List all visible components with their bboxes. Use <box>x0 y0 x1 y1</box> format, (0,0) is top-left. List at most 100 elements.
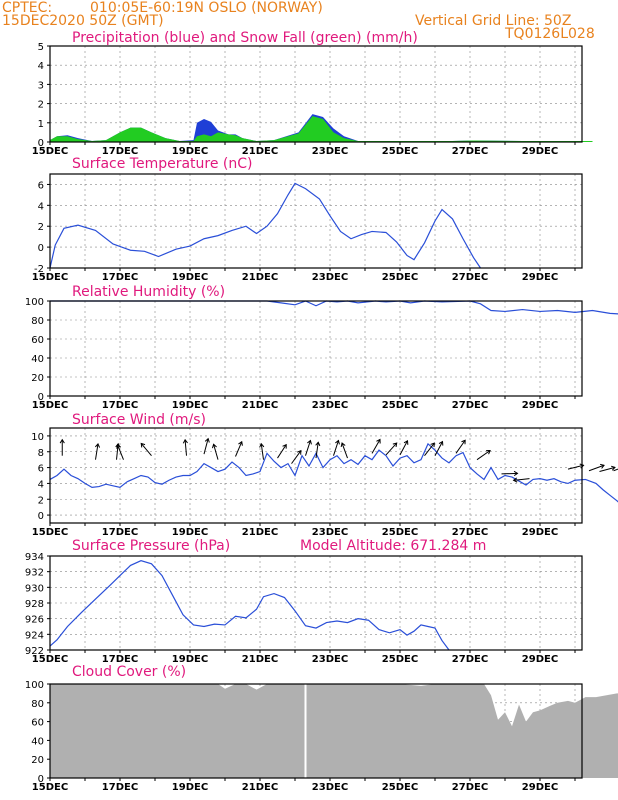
ytick-label-temp: 2 <box>38 222 44 233</box>
ytick-label-cloud: 20 <box>31 755 44 766</box>
wind-vector <box>213 444 219 460</box>
wind-vector-head <box>211 443 217 449</box>
series-line-temp <box>49 182 481 269</box>
xtick-label-wind: 19DEC <box>172 527 208 538</box>
xtick-label-rh: 17DEC <box>102 400 138 411</box>
series-line-wind <box>49 442 618 503</box>
xtick-label-pressure: 21DEC <box>242 654 278 665</box>
ytick-label-pressure: 932 <box>25 568 44 579</box>
xtick-label-precip: 15DEC <box>32 146 68 157</box>
wind-vector <box>513 478 530 481</box>
wind-vector-head <box>238 440 243 446</box>
wind-vector <box>385 442 398 456</box>
wind-vector <box>341 442 348 459</box>
frame-wind <box>49 427 583 524</box>
xtick-label-temp: 25DEC <box>382 272 418 283</box>
wind-vector-head <box>600 463 605 469</box>
xtick-label-cloud: 23DEC <box>312 782 348 793</box>
xtick-label-pressure: 19DEC <box>172 654 208 665</box>
xtick-label-pressure: 29DEC <box>522 654 558 665</box>
xtick-label-pressure: 15DEC <box>32 654 68 665</box>
xtick-label-precip: 27DEC <box>452 146 488 157</box>
ytick-label-rh: 60 <box>31 335 44 346</box>
ytick-label-wind: 4 <box>38 479 44 490</box>
xtick-label-cloud: 21DEC <box>242 782 278 793</box>
ytick-label-pressure: 926 <box>25 615 44 626</box>
xtick-label-cloud: 15DEC <box>32 782 68 793</box>
wind-vector <box>333 440 339 456</box>
ytick-label-precip: 5 <box>38 42 44 53</box>
wind-vector <box>613 468 618 472</box>
ytick-label-cloud: 100 <box>25 680 44 691</box>
wind-vector-head <box>513 470 519 477</box>
xtick-label-rh: 15DEC <box>32 400 68 411</box>
panel-cloud: 0 20 40 60 80 100 15DEC 17DEC 19DEC 21DEC 23DEC 25D… <box>25 664 618 793</box>
wind-vector-head <box>307 439 312 445</box>
xtick-label-pressure: 27DEC <box>452 654 488 665</box>
panel-pressure: 922 924 926 928 930 932 934 15DEC 17DEC 19DEC 21DE… <box>25 538 583 665</box>
xtick-label-temp: 21DEC <box>242 272 278 283</box>
ytick-label-pressure: 930 <box>25 583 44 594</box>
title-wind: Surface Wind (m/s) <box>72 412 206 428</box>
ytick-label-temp: 6 <box>38 180 44 191</box>
title-precip: Precipitation (blue) and Snow Fall (gree… <box>72 30 418 46</box>
ytick-label-rh: 0 <box>38 392 44 403</box>
xtick-label-temp: 27DEC <box>452 272 488 283</box>
wind-vector-head <box>340 442 346 448</box>
title-rh: Relative Humidity (%) <box>72 284 225 300</box>
title-pressure: Surface Pressure (hPa) <box>72 538 230 554</box>
xtick-label-precip: 29DEC <box>522 146 558 157</box>
ytick-label-wind: 0 <box>38 511 44 522</box>
ytick-label-cloud: 0 <box>38 774 44 785</box>
wind-vector <box>434 441 443 456</box>
ytick-label-pressure: 934 <box>25 552 44 563</box>
wind-vector-head <box>94 442 101 448</box>
xtick-label-temp: 23DEC <box>312 272 348 283</box>
panel-rh: 0 20 40 60 80 100 15DEC 17DEC 19DEC 21DEC 23DEC 25D… <box>25 284 618 411</box>
ytick-label-precip: 1 <box>38 119 44 130</box>
xtick-label-cloud: 29DEC <box>522 782 558 793</box>
header-location: 010:05E-60:19N OSLO (NORWAY) <box>90 0 323 16</box>
wind-vector <box>95 443 99 460</box>
xtick-label-pressure: 17DEC <box>102 654 138 665</box>
wind-vector <box>455 439 466 454</box>
xtick-label-temp: 15DEC <box>32 272 68 283</box>
ytick-label-wind: 10 <box>31 432 44 443</box>
ytick-label-temp: 4 <box>38 201 44 212</box>
ytick-label-wind: 2 <box>38 495 44 506</box>
xtick-label-cloud: 25DEC <box>382 782 418 793</box>
panel-temp: -2 0 2 4 6 15DEC 17DEC 19DEC 21DEC 23DEC 25DEC 27DE… <box>32 156 583 283</box>
ytick-label-pressure: 922 <box>25 646 44 657</box>
wind-vector <box>599 466 616 473</box>
wind-vector-head <box>297 449 302 455</box>
ytick-label-rh: 80 <box>31 316 44 327</box>
xtick-label-rh: 25DEC <box>382 400 418 411</box>
wind-vector <box>140 443 152 457</box>
xtick-label-precip: 19DEC <box>172 146 208 157</box>
title-cloud: Cloud Cover (%) <box>72 664 186 680</box>
wind-vector-head <box>140 442 146 448</box>
panel-wind: 0 2 4 6 8 10 15DEC 17DEC 19DEC 21DEC 23DEC 25DEC 27D… <box>31 412 618 538</box>
ytick-label-precip: 4 <box>38 61 44 72</box>
cloud-cover-area <box>50 684 618 778</box>
panel-precip: 0 1 2 3 4 5 15DEC 17DEC 19DEC 21DEC 23DEC 25DEC 27DE… <box>32 30 593 157</box>
xtick-label-temp: 29DEC <box>522 272 558 283</box>
wind-vector <box>315 442 319 459</box>
wind-vector <box>291 450 302 464</box>
xtick-label-wind: 15DEC <box>32 527 68 538</box>
wind-vector-head <box>512 477 518 483</box>
ytick-label-wind: 6 <box>38 464 44 475</box>
ytick-label-precip: 3 <box>38 80 44 91</box>
wind-vector-head <box>116 443 122 449</box>
wind-vector <box>235 441 243 457</box>
xtick-label-rh: 29DEC <box>522 400 558 411</box>
wind-vector <box>203 438 209 455</box>
wind-vector-head <box>376 438 381 444</box>
ytick-label-rh: 100 <box>25 297 44 308</box>
panels: 0 1 2 3 4 5 15DEC 17DEC 19DEC 21DEC 23DEC 25DEC 27DE… <box>25 30 618 793</box>
ytick-label-temp: 0 <box>38 243 44 254</box>
wind-vector <box>371 439 381 454</box>
wind-vector <box>476 450 491 461</box>
wind-vector-head <box>486 449 491 455</box>
